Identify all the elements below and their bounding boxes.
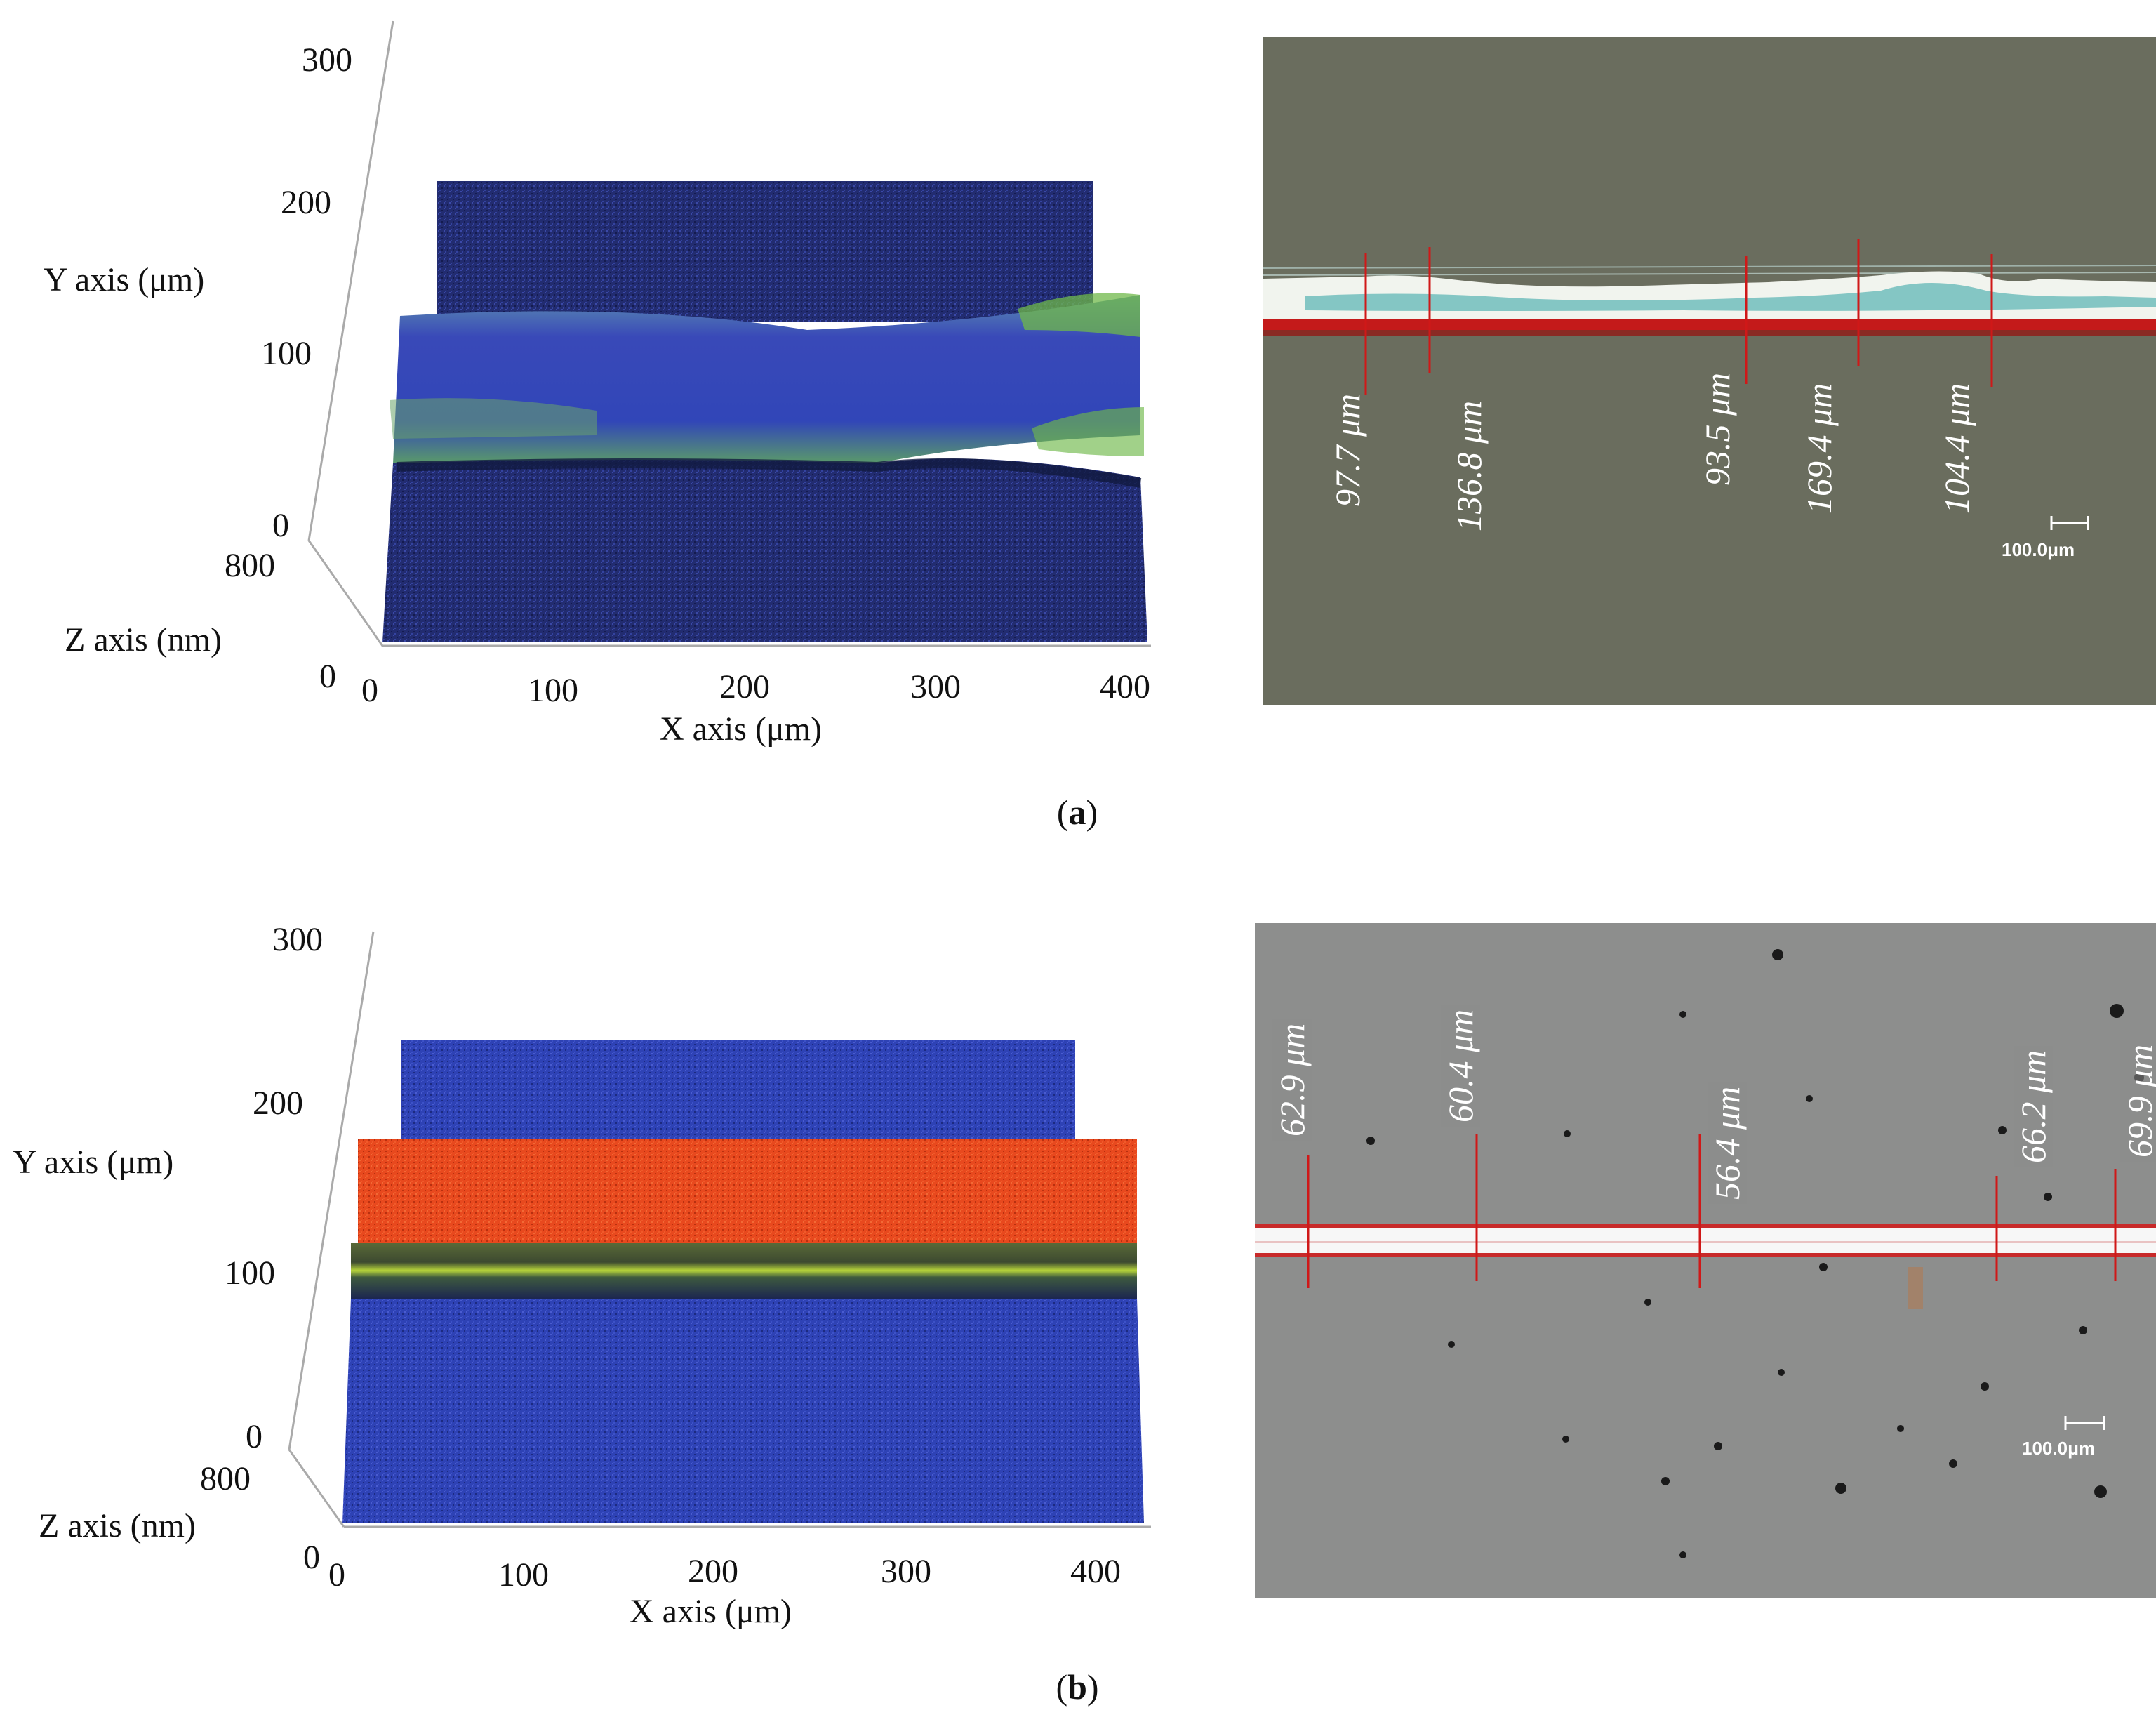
track-b: [1255, 1225, 2156, 1257]
scale-bar-a: [2050, 516, 2089, 530]
z-tick-800-a: 800: [225, 547, 275, 584]
scale-bar-label-b: 100.0μm: [2022, 1438, 2096, 1459]
y-tick-100-a: 100: [261, 335, 312, 372]
x-tick-300-b: 300: [881, 1553, 931, 1590]
z-axis-label-b: Z axis (nm): [39, 1507, 196, 1544]
z-tick-800-b: 800: [200, 1460, 251, 1497]
x-tick-200-a: 200: [719, 668, 770, 705]
panel-b: 300 200 100 0 Y axis (μm) 800 0 Z axis (…: [0, 885, 2156, 1729]
z-axis-label-a: Z axis (nm): [65, 621, 222, 658]
y-tick-0-b: 0: [246, 1418, 262, 1455]
surface-back-a: [437, 181, 1093, 322]
y-axis-label-a: Y axis (μm): [44, 261, 205, 298]
surface-ridge-highlight-a: [1018, 293, 1140, 337]
x-tick-100-a: 100: [528, 672, 578, 709]
y-axis-label-b: Y axis (μm): [13, 1144, 174, 1181]
y-tick-200-b: 200: [253, 1085, 303, 1122]
surface-ridge-top-b: [358, 1139, 1137, 1243]
measurement-b-2: 60.4 μm: [1441, 1005, 1480, 1127]
y-tick-200-a: 200: [281, 184, 331, 221]
scale-bar-b: [2064, 1416, 2105, 1430]
measurement-a-5: 104.4 μm: [1937, 383, 1976, 514]
measurement-b-3: 56.4 μm: [1708, 1082, 1747, 1204]
x-axis-label-b: X axis (μm): [630, 1593, 792, 1630]
z-axis-line-a: [307, 540, 384, 647]
measurement-a-1: 97.7 μm: [1328, 393, 1367, 507]
y-tick-0-a: 0: [272, 507, 289, 544]
y-tick-100-b: 100: [225, 1254, 275, 1292]
measurement-b-5: 69.9 μm: [2120, 1040, 2156, 1162]
micrograph-b-svg: [1255, 923, 2156, 1598]
x-tick-0-b: 0: [328, 1556, 345, 1594]
scale-bar-label-a: 100.0μm: [2002, 539, 2075, 560]
surface-front-a: [382, 458, 1147, 642]
x-tick-300-a: 300: [910, 668, 961, 705]
z-tick-0-a: 0: [319, 658, 336, 695]
surface-ridge-highlight-a3: [1032, 407, 1144, 456]
caption-a: (a): [1056, 793, 1098, 832]
measurement-b-4: 66.2 μm: [2014, 1045, 2053, 1167]
caption-b: (b): [1056, 1667, 1099, 1707]
x-tick-400-a: 400: [1100, 668, 1150, 705]
measurement-b-1: 62.9 μm: [1272, 1019, 1312, 1141]
surface-ridge-highlight-a2: [390, 398, 597, 439]
surface-plot-a: 300 200 100 0 Y axis (μm) 800 0 Z axis (…: [0, 0, 1193, 772]
measurement-a-2: 136.8 μm: [1449, 400, 1489, 531]
measure-lines-a: [1364, 239, 1993, 395]
track-a-core: [1305, 283, 2156, 311]
measurement-a-3: 93.5 μm: [1698, 372, 1737, 486]
micrograph-b: 62.9 μm 60.4 μm 56.4 μm 66.2 μm 69.9 μm …: [1255, 923, 2156, 1598]
x-tick-200-b: 200: [688, 1553, 738, 1590]
micrograph-a: 97.7 μm 136.8 μm 93.5 μm 169.4 μm 104.4 …: [1263, 37, 2156, 705]
micrograph-a-svg: [1263, 37, 2156, 705]
x-tick-400-b: 400: [1070, 1553, 1121, 1590]
x-axis-label-a: X axis (μm): [660, 710, 823, 748]
x-tick-0-a: 0: [361, 672, 378, 709]
surface-plot-b-svg: [288, 931, 1151, 1528]
x-tick-100-b: 100: [498, 1556, 549, 1594]
surface-plot-a-svg: [307, 20, 1151, 647]
surface-plot-b: 300 200 100 0 Y axis (μm) 800 0 Z axis (…: [0, 885, 1193, 1657]
y-tick-300-a: 300: [302, 41, 352, 79]
y-axis-line-a: [307, 20, 394, 541]
z-axis-line-b: [288, 1449, 345, 1528]
panel-a: 300 200 100 0 Y axis (μm) 800 0 Z axis (…: [0, 0, 2156, 849]
surface-front-b: [342, 1299, 1144, 1523]
y-axis-line-b: [288, 931, 375, 1450]
z-tick-0-b: 0: [303, 1539, 320, 1576]
measure-lines-b: [1307, 1134, 2117, 1288]
y-tick-300-b: 300: [272, 921, 323, 958]
measurement-a-4: 169.4 μm: [1799, 383, 1839, 514]
